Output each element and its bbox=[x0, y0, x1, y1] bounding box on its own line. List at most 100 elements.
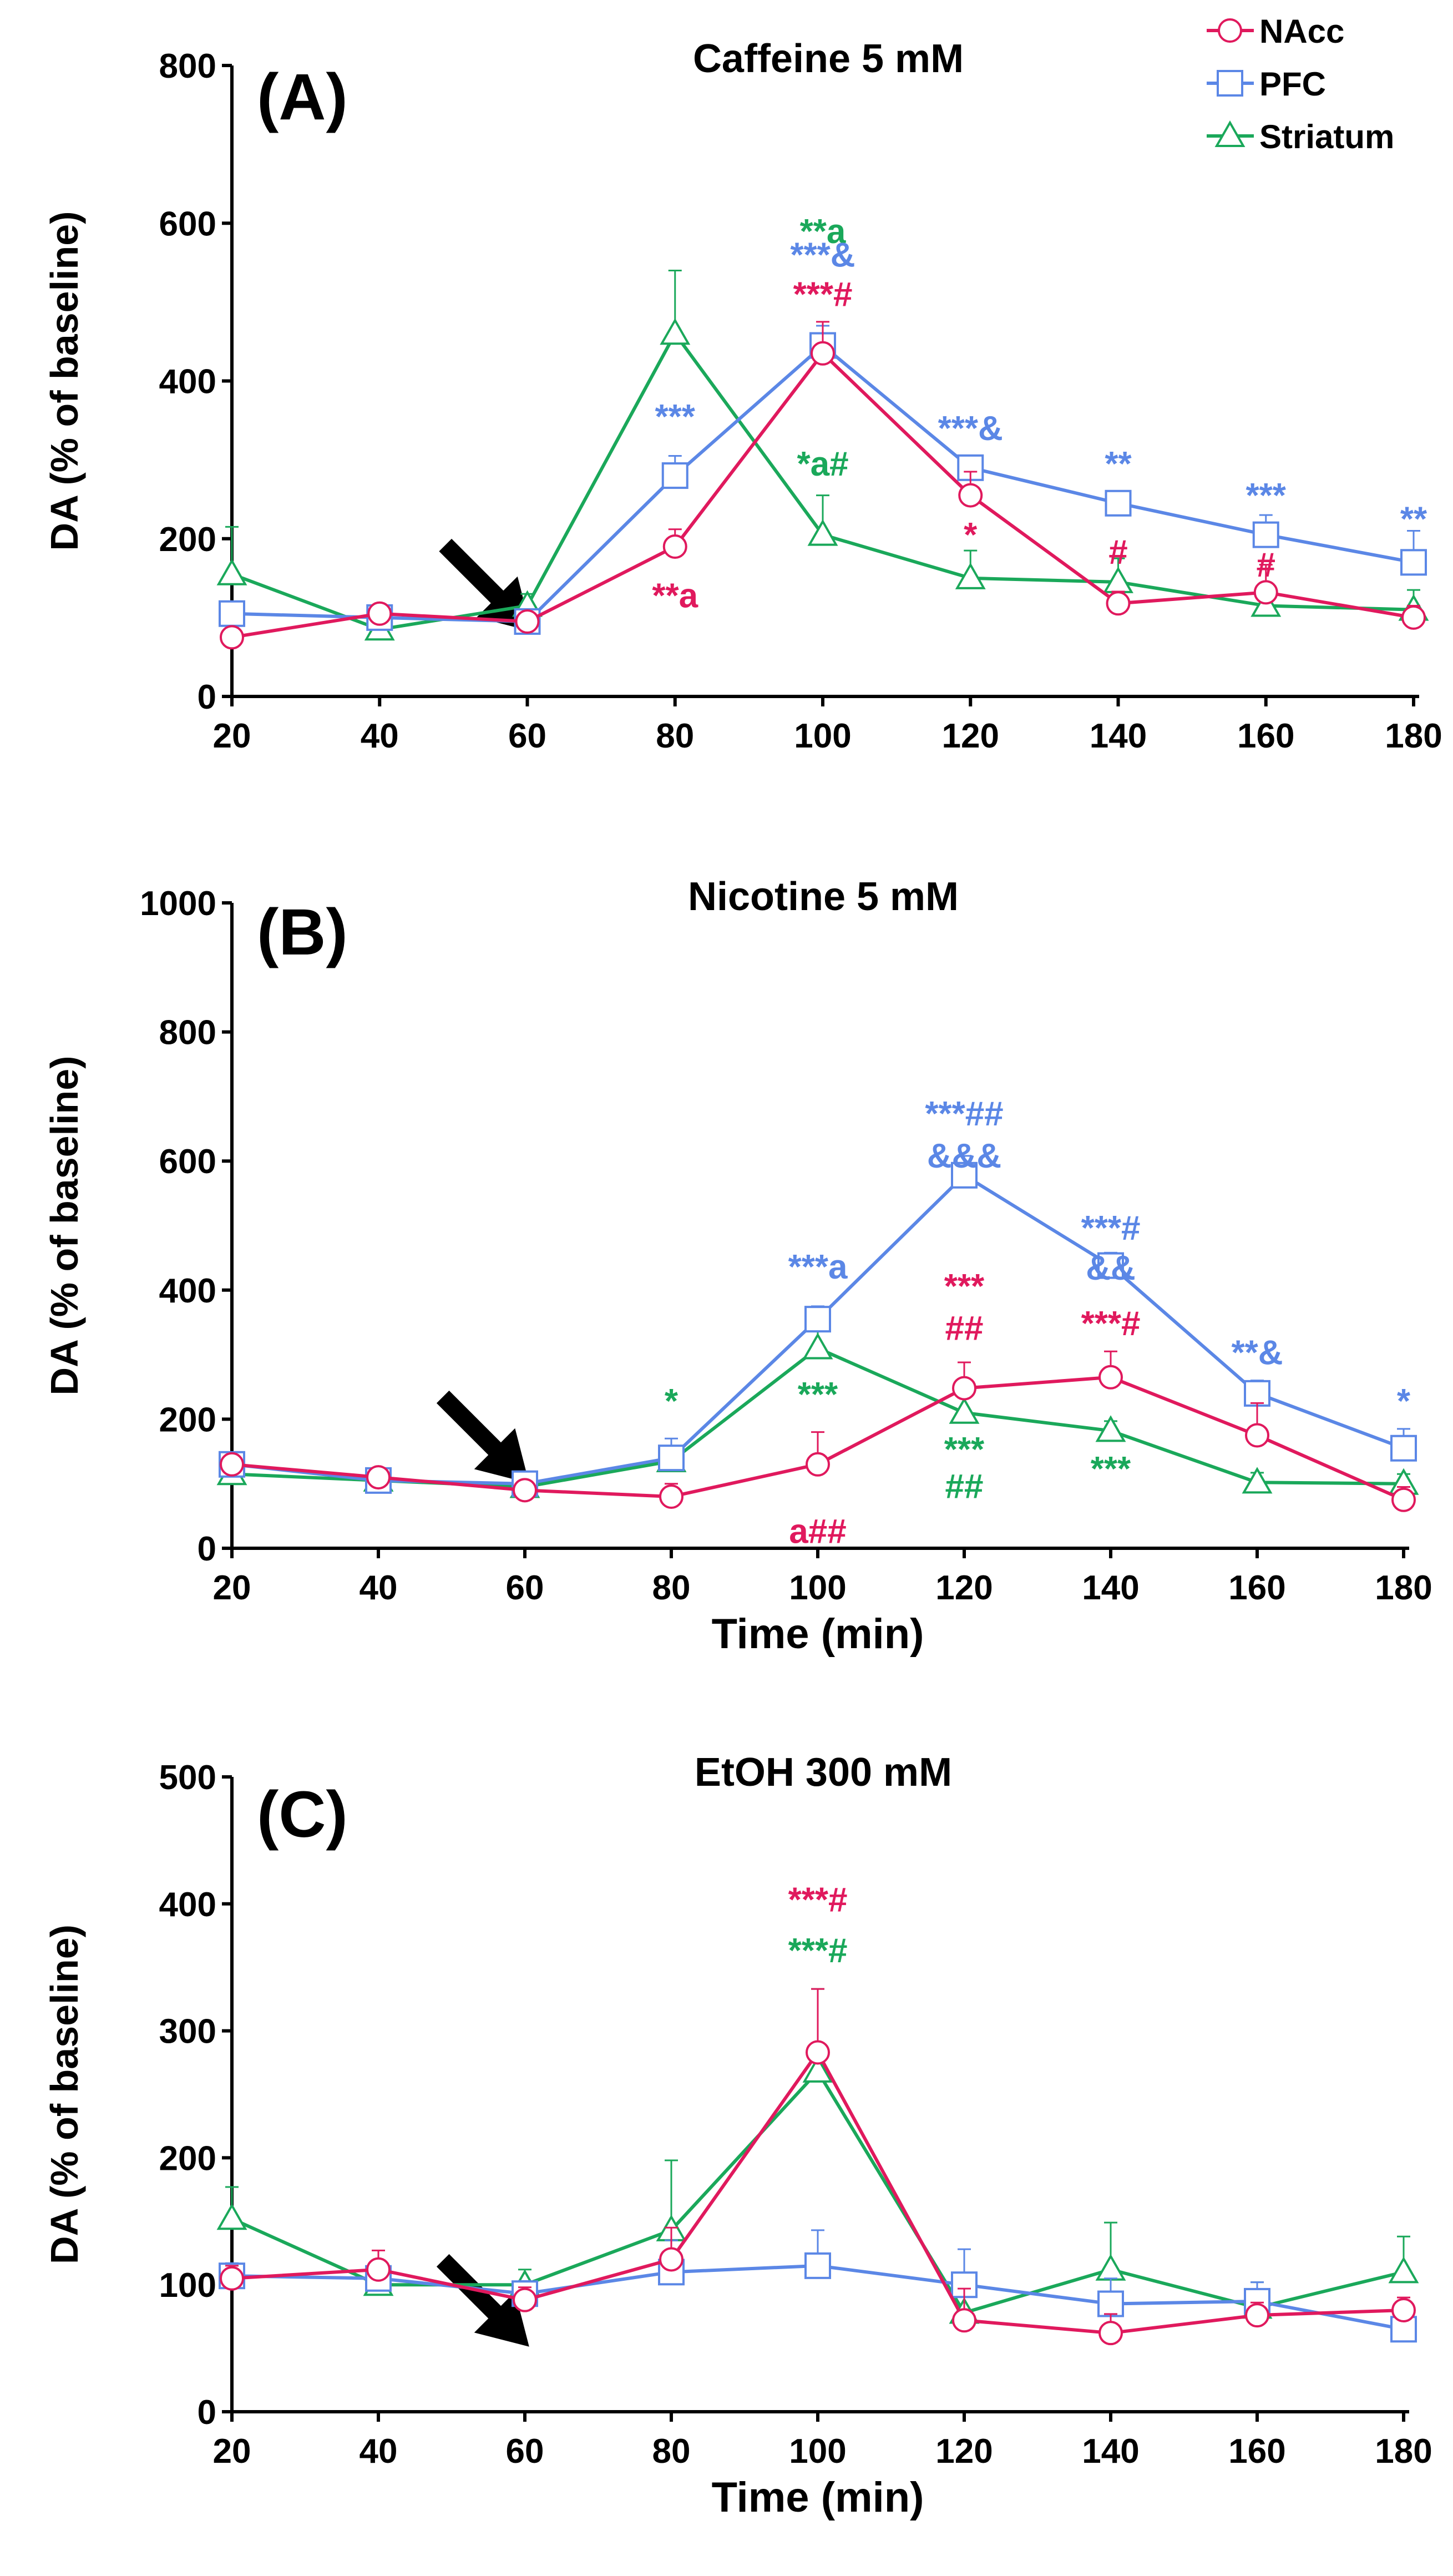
data-point-striatum bbox=[1388, 2256, 1419, 2284]
significance-annotation: ** bbox=[1400, 501, 1427, 539]
significance-annotation: *** bbox=[1246, 477, 1287, 515]
data-point-pfc bbox=[1244, 1380, 1270, 1407]
significance-annotation: *a# bbox=[797, 445, 848, 483]
data-point-pfc bbox=[1105, 489, 1132, 517]
y-tick-label: 600 bbox=[159, 1143, 216, 1181]
significance-annotation: *** bbox=[944, 1431, 985, 1469]
x-tick-label: 100 bbox=[789, 1569, 846, 1607]
legend-marker-pfc bbox=[1217, 70, 1243, 97]
x-tick-label: 40 bbox=[360, 2432, 398, 2471]
data-point-pfc bbox=[957, 454, 984, 481]
data-point-nacc bbox=[659, 1484, 684, 1509]
x-tick-label: 100 bbox=[794, 717, 851, 755]
data-point-nacc bbox=[1098, 1365, 1123, 1390]
legend-label-pfc: PFC bbox=[1259, 65, 1326, 103]
y-tick-label: 400 bbox=[159, 363, 216, 401]
x-tick-label: 120 bbox=[942, 717, 999, 755]
data-point-nacc bbox=[952, 1376, 976, 1401]
chart-title: Nicotine 5 mM bbox=[688, 875, 959, 919]
significance-annotation: *** bbox=[798, 1376, 838, 1414]
data-point-striatum bbox=[802, 1332, 833, 1360]
data-point-striatum bbox=[949, 1397, 980, 1424]
x-tick-label: 20 bbox=[213, 717, 251, 755]
series-nacc bbox=[220, 1350, 1416, 1512]
significance-annotation: * bbox=[964, 516, 978, 554]
panel-a: 0 200 400 600 800 20 40 60 80 100 120 140 160 180 Caff… bbox=[43, 37, 1442, 755]
y-tick-label: 600 bbox=[159, 205, 216, 243]
data-point-nacc bbox=[1098, 2321, 1123, 2346]
legend: NAcc PFC Striatum bbox=[1207, 13, 1394, 155]
y-tick-label: 200 bbox=[159, 2139, 216, 2178]
chart-title: EtOH 300 mM bbox=[695, 1750, 952, 1795]
x-tick-label: 140 bbox=[1082, 1569, 1139, 1607]
series-line-pfc bbox=[231, 343, 1414, 624]
significance-annotation: ***# bbox=[1081, 1209, 1141, 1247]
x-tick-label: 180 bbox=[1375, 1569, 1432, 1607]
data-point-pfc bbox=[804, 1306, 831, 1333]
data-point-pfc bbox=[219, 600, 245, 627]
data-point-nacc bbox=[952, 2308, 976, 2333]
y-tick-label: 200 bbox=[159, 1401, 216, 1439]
y-tick-label: 0 bbox=[198, 2393, 216, 2432]
data-point-striatum bbox=[802, 2055, 833, 2083]
significance-annotation: # bbox=[1108, 533, 1127, 572]
significance-annotation: a## bbox=[789, 1513, 846, 1551]
injection-arrow-icon bbox=[436, 1390, 529, 1483]
y-tick-label: 0 bbox=[198, 678, 216, 716]
x-tick-label: 120 bbox=[935, 2432, 993, 2471]
x-tick-label: 60 bbox=[506, 1569, 544, 1607]
x-tick-label: 80 bbox=[656, 717, 694, 755]
series-line-nacc bbox=[231, 2049, 1404, 2335]
data-point-pfc bbox=[658, 1444, 685, 1472]
y-tick-label: 400 bbox=[159, 1886, 216, 1924]
data-point-striatum bbox=[807, 519, 838, 546]
significance-annotation: **& bbox=[1231, 1334, 1283, 1372]
data-point-nacc bbox=[1401, 605, 1426, 630]
data-point-striatum bbox=[660, 318, 691, 345]
data-point-nacc bbox=[811, 341, 835, 366]
data-point-striatum bbox=[216, 558, 247, 585]
data-point-nacc bbox=[806, 2040, 830, 2065]
x-tick-label: 140 bbox=[1090, 717, 1147, 755]
significance-annotation: ***a bbox=[788, 1248, 848, 1286]
x-axis-label: Time (min) bbox=[712, 1610, 924, 1658]
data-point-nacc bbox=[1391, 2297, 1416, 2322]
x-tick-label: 100 bbox=[789, 2432, 846, 2471]
x-tick-label: 140 bbox=[1082, 2432, 1139, 2471]
data-point-nacc bbox=[367, 601, 392, 626]
panel-b: 0 200 400 600 800 1000 20 40 60 80 100 120 140 160 180… bbox=[43, 875, 1432, 1658]
x-tick-label: 180 bbox=[1375, 2432, 1432, 2471]
data-point-pfc bbox=[1097, 1252, 1124, 1279]
significance-annotation: ** bbox=[1105, 445, 1132, 483]
panel-label: (B) bbox=[257, 896, 348, 969]
chart-title: Caffeine 5 mM bbox=[693, 37, 964, 81]
series-nacc bbox=[220, 321, 1426, 650]
x-tick-label: 160 bbox=[1228, 1569, 1285, 1607]
data-point-nacc bbox=[515, 609, 540, 634]
significance-annotation: ***# bbox=[788, 1932, 848, 1970]
significance-annotation: **a bbox=[652, 577, 698, 615]
significance-annotation: ***# bbox=[1081, 1305, 1141, 1343]
x-tick-label: 20 bbox=[213, 2432, 251, 2471]
y-tick-label: 200 bbox=[159, 521, 216, 559]
panel-c: 0 100 200 300 400 500 20 40 60 80 100 120 140 160 180 E… bbox=[43, 1750, 1432, 2521]
data-point-nacc bbox=[513, 1478, 537, 1503]
x-axis-label: Time (min) bbox=[712, 2474, 924, 2521]
x-tick-label: 80 bbox=[652, 1569, 691, 1607]
data-point-nacc bbox=[659, 2247, 684, 2272]
x-tick-label: 40 bbox=[360, 1569, 398, 1607]
significance-annotation: *** bbox=[944, 1267, 985, 1306]
y-axis-label: DA (% of baseline) bbox=[43, 211, 86, 551]
arrow-shape bbox=[436, 1390, 529, 1483]
significance-annotation: ***## bbox=[925, 1095, 1003, 1133]
y-tick-label: 400 bbox=[159, 1272, 216, 1310]
significance-annotation: **a bbox=[800, 213, 846, 251]
data-point-nacc bbox=[806, 1452, 830, 1477]
data-point-nacc bbox=[1245, 1423, 1269, 1448]
data-point-pfc bbox=[951, 1161, 978, 1189]
x-tick-label: 40 bbox=[361, 717, 399, 755]
significance-annotation: ## bbox=[945, 1467, 984, 1506]
legend-marker-nacc bbox=[1218, 18, 1242, 43]
data-point-nacc bbox=[220, 625, 244, 650]
